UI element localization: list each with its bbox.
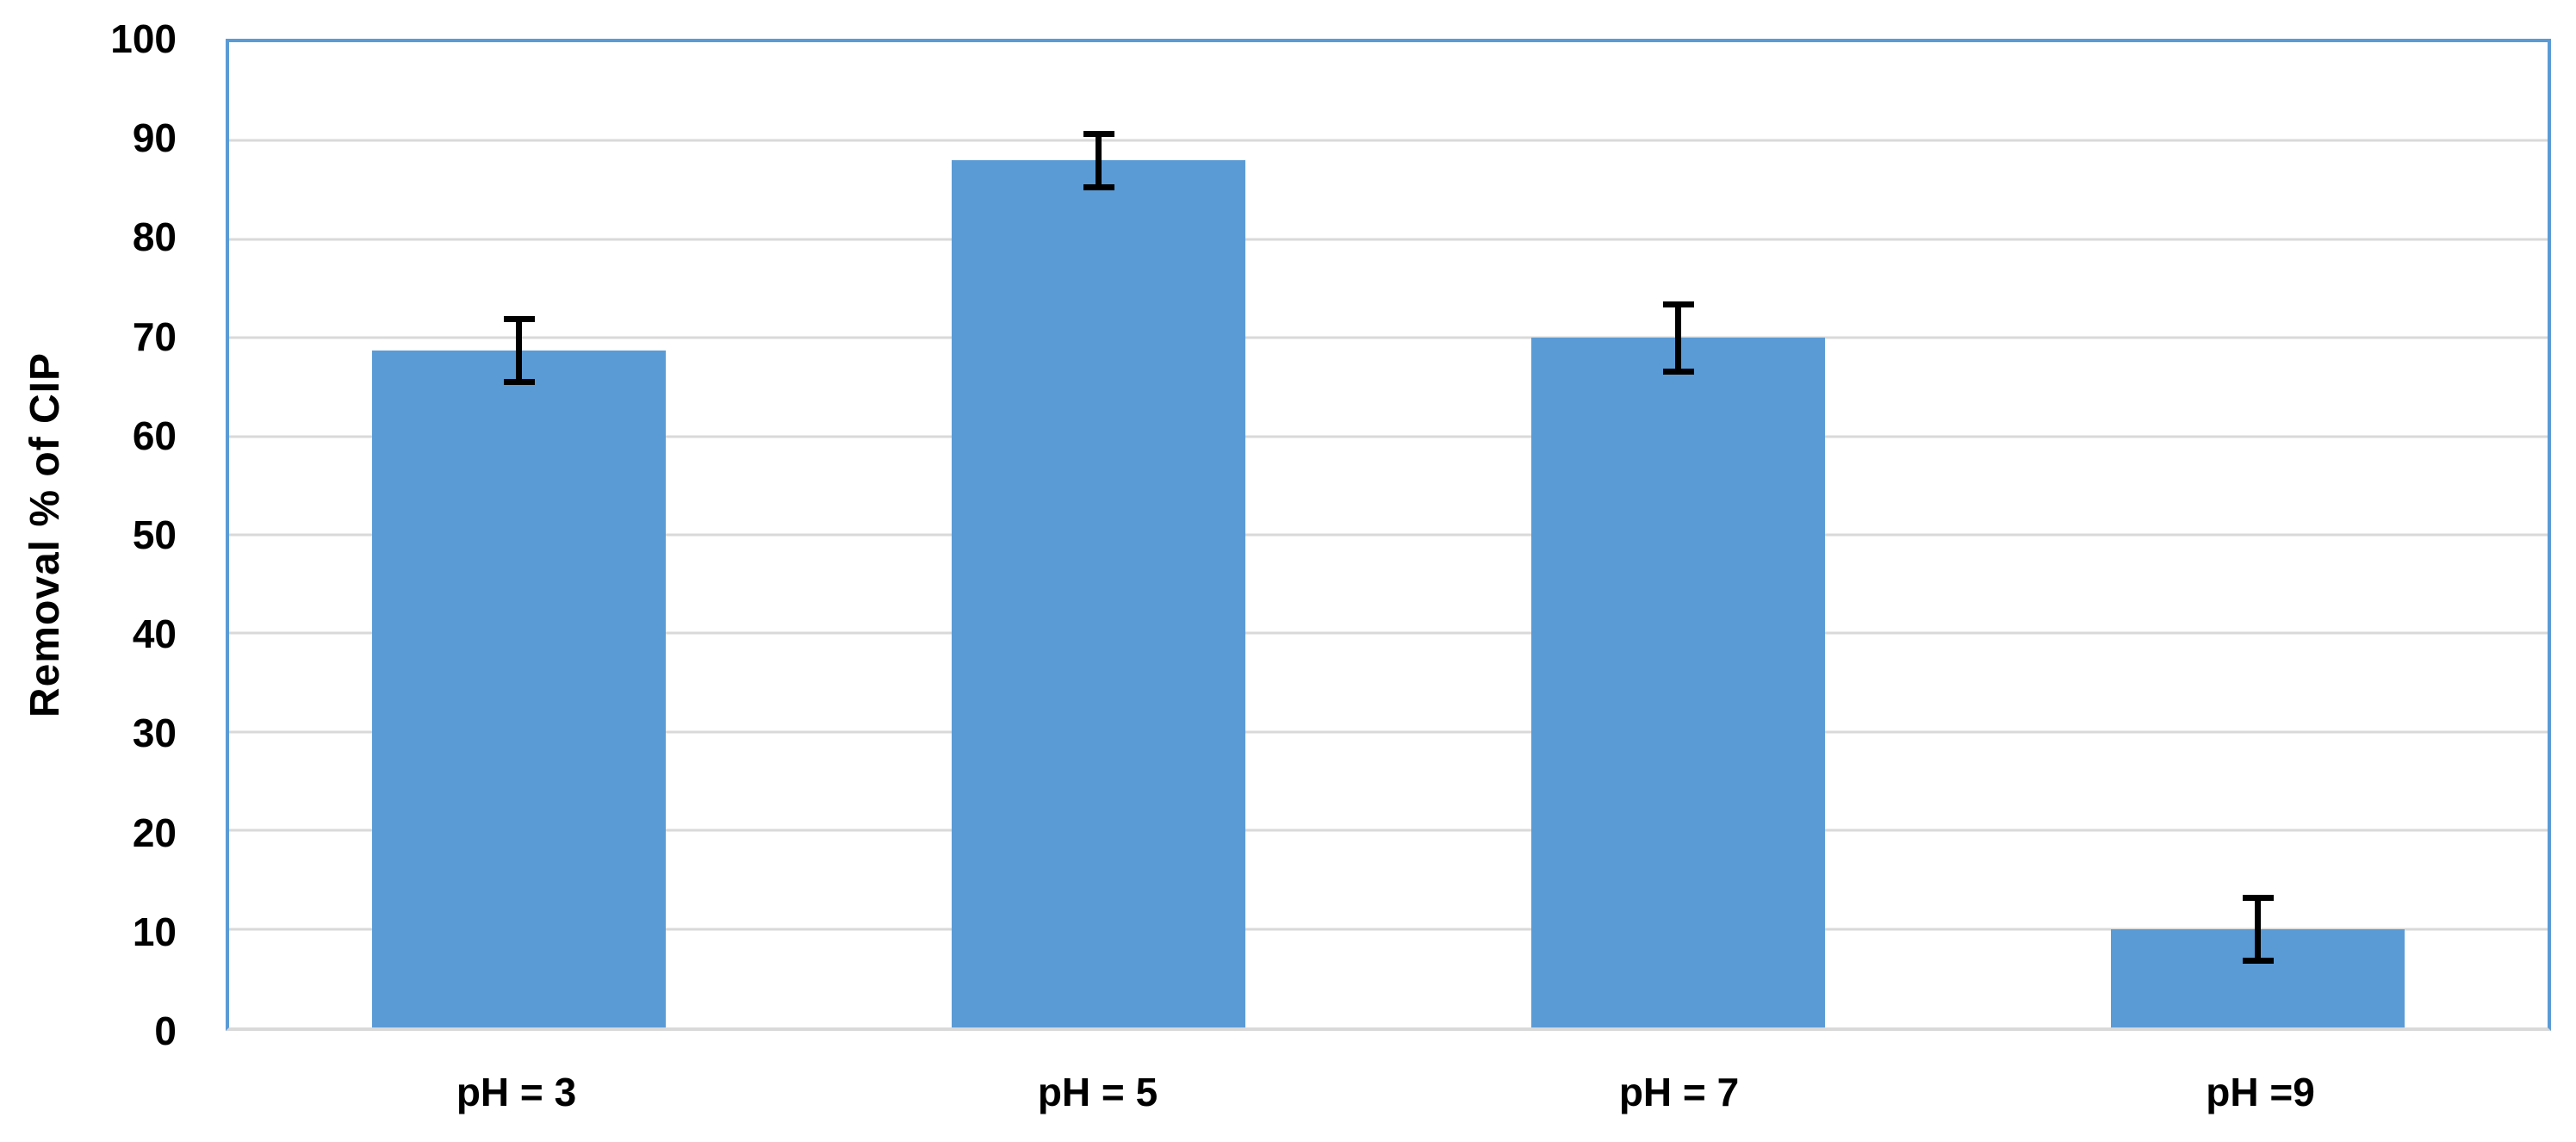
plot-area <box>226 39 2551 1031</box>
error-bar <box>1662 301 1694 375</box>
x-category-label: pH = 7 <box>1618 1070 1740 1114</box>
y-tick-label: 20 <box>132 810 177 855</box>
y-tick-label: 10 <box>132 909 177 954</box>
gridline <box>229 829 2548 832</box>
gridline <box>229 139 2548 142</box>
y-axis-tick-labels: 0 10 20 30 40 50 60 70 80 90 100 <box>0 19 177 1051</box>
gridline <box>229 730 2548 734</box>
y-tick-label: 80 <box>132 214 177 260</box>
x-category-label: pH =9 <box>2206 1070 2315 1114</box>
y-tick-label: 0 <box>154 1009 177 1053</box>
bar-pH5 <box>951 160 1246 1027</box>
error-bar-bottom-cap <box>1083 183 1114 190</box>
error-bar-stem <box>2255 897 2261 961</box>
error-bar <box>2242 894 2274 964</box>
gridline <box>229 533 2548 537</box>
x-category-label: pH = 3 <box>456 1070 577 1114</box>
gridline <box>229 238 2548 241</box>
error-bar <box>1083 130 1114 190</box>
error-bar-stem <box>516 319 522 383</box>
y-tick-label: 40 <box>132 611 177 657</box>
y-tick-label: 90 <box>132 115 177 161</box>
error-bar-stem <box>1096 133 1102 188</box>
error-bar-bottom-cap <box>503 379 535 386</box>
error-bar-bottom-cap <box>1662 368 1694 375</box>
error-bar-bottom-cap <box>2242 957 2274 964</box>
gridline <box>229 336 2548 339</box>
y-tick-label: 50 <box>132 512 177 557</box>
x-category-label: pH = 5 <box>1037 1070 1158 1114</box>
gridline <box>229 631 2548 635</box>
y-tick-label: 100 <box>110 16 177 61</box>
bar-pH3 <box>371 351 667 1027</box>
bar-pH7 <box>1530 338 1826 1027</box>
error-bar <box>503 316 535 386</box>
y-tick-label: 70 <box>132 313 177 359</box>
x-axis-labels: pH = 3 pH = 5 pH = 7 pH =9 <box>226 1031 2551 1142</box>
y-tick-label: 60 <box>132 413 177 458</box>
gridline <box>229 928 2548 931</box>
gridline <box>229 435 2548 438</box>
error-bar-stem <box>1675 303 1681 372</box>
y-tick-label: 30 <box>132 711 177 756</box>
